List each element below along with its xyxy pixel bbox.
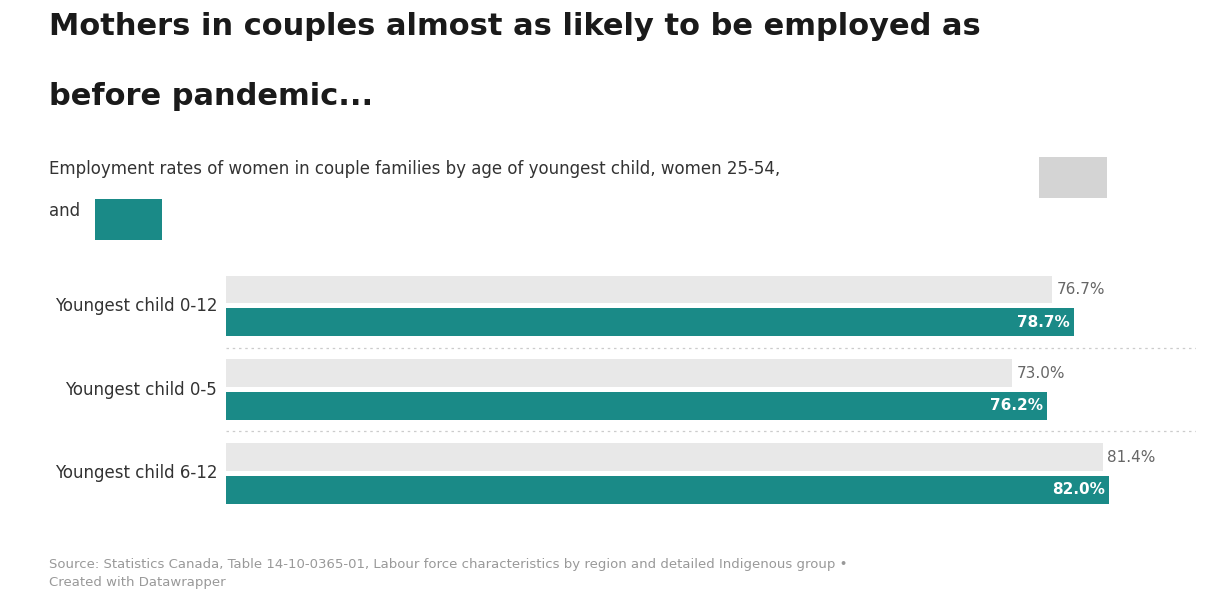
Text: Employment rates of women in couple families by age of youngest child, women 25-: Employment rates of women in couple fami… — [49, 160, 791, 178]
Text: Youngest child 0-12: Youngest child 0-12 — [55, 297, 217, 315]
Text: 78.7%: 78.7% — [1016, 315, 1070, 330]
Text: and: and — [49, 202, 90, 220]
Text: 73.0%: 73.0% — [1016, 366, 1065, 381]
Text: before pandemic...: before pandemic... — [49, 82, 373, 111]
Text: Mothers in couples almost as likely to be employed as: Mothers in couples almost as likely to b… — [49, 12, 981, 41]
Bar — [226, 308, 1074, 336]
Bar — [226, 443, 1103, 471]
Bar — [226, 275, 1053, 303]
Text: 81.4%: 81.4% — [1108, 449, 1155, 464]
Text: Source: Statistics Canada, Table 14-10-0365-01, Labour force characteristics by : Source: Statistics Canada, Table 14-10-0… — [49, 558, 848, 589]
Bar — [226, 476, 1109, 504]
Text: 76.7%: 76.7% — [1057, 282, 1105, 297]
Bar — [226, 359, 1013, 387]
Text: 76.2%: 76.2% — [989, 399, 1043, 413]
Bar — [226, 392, 1047, 420]
Text: 82.0%: 82.0% — [1052, 482, 1105, 497]
Text: 2022: 2022 — [105, 211, 152, 229]
Text: Youngest child 6-12: Youngest child 6-12 — [55, 464, 217, 483]
Text: 2019: 2019 — [1050, 169, 1096, 187]
Text: Youngest child 0-5: Youngest child 0-5 — [66, 381, 217, 399]
